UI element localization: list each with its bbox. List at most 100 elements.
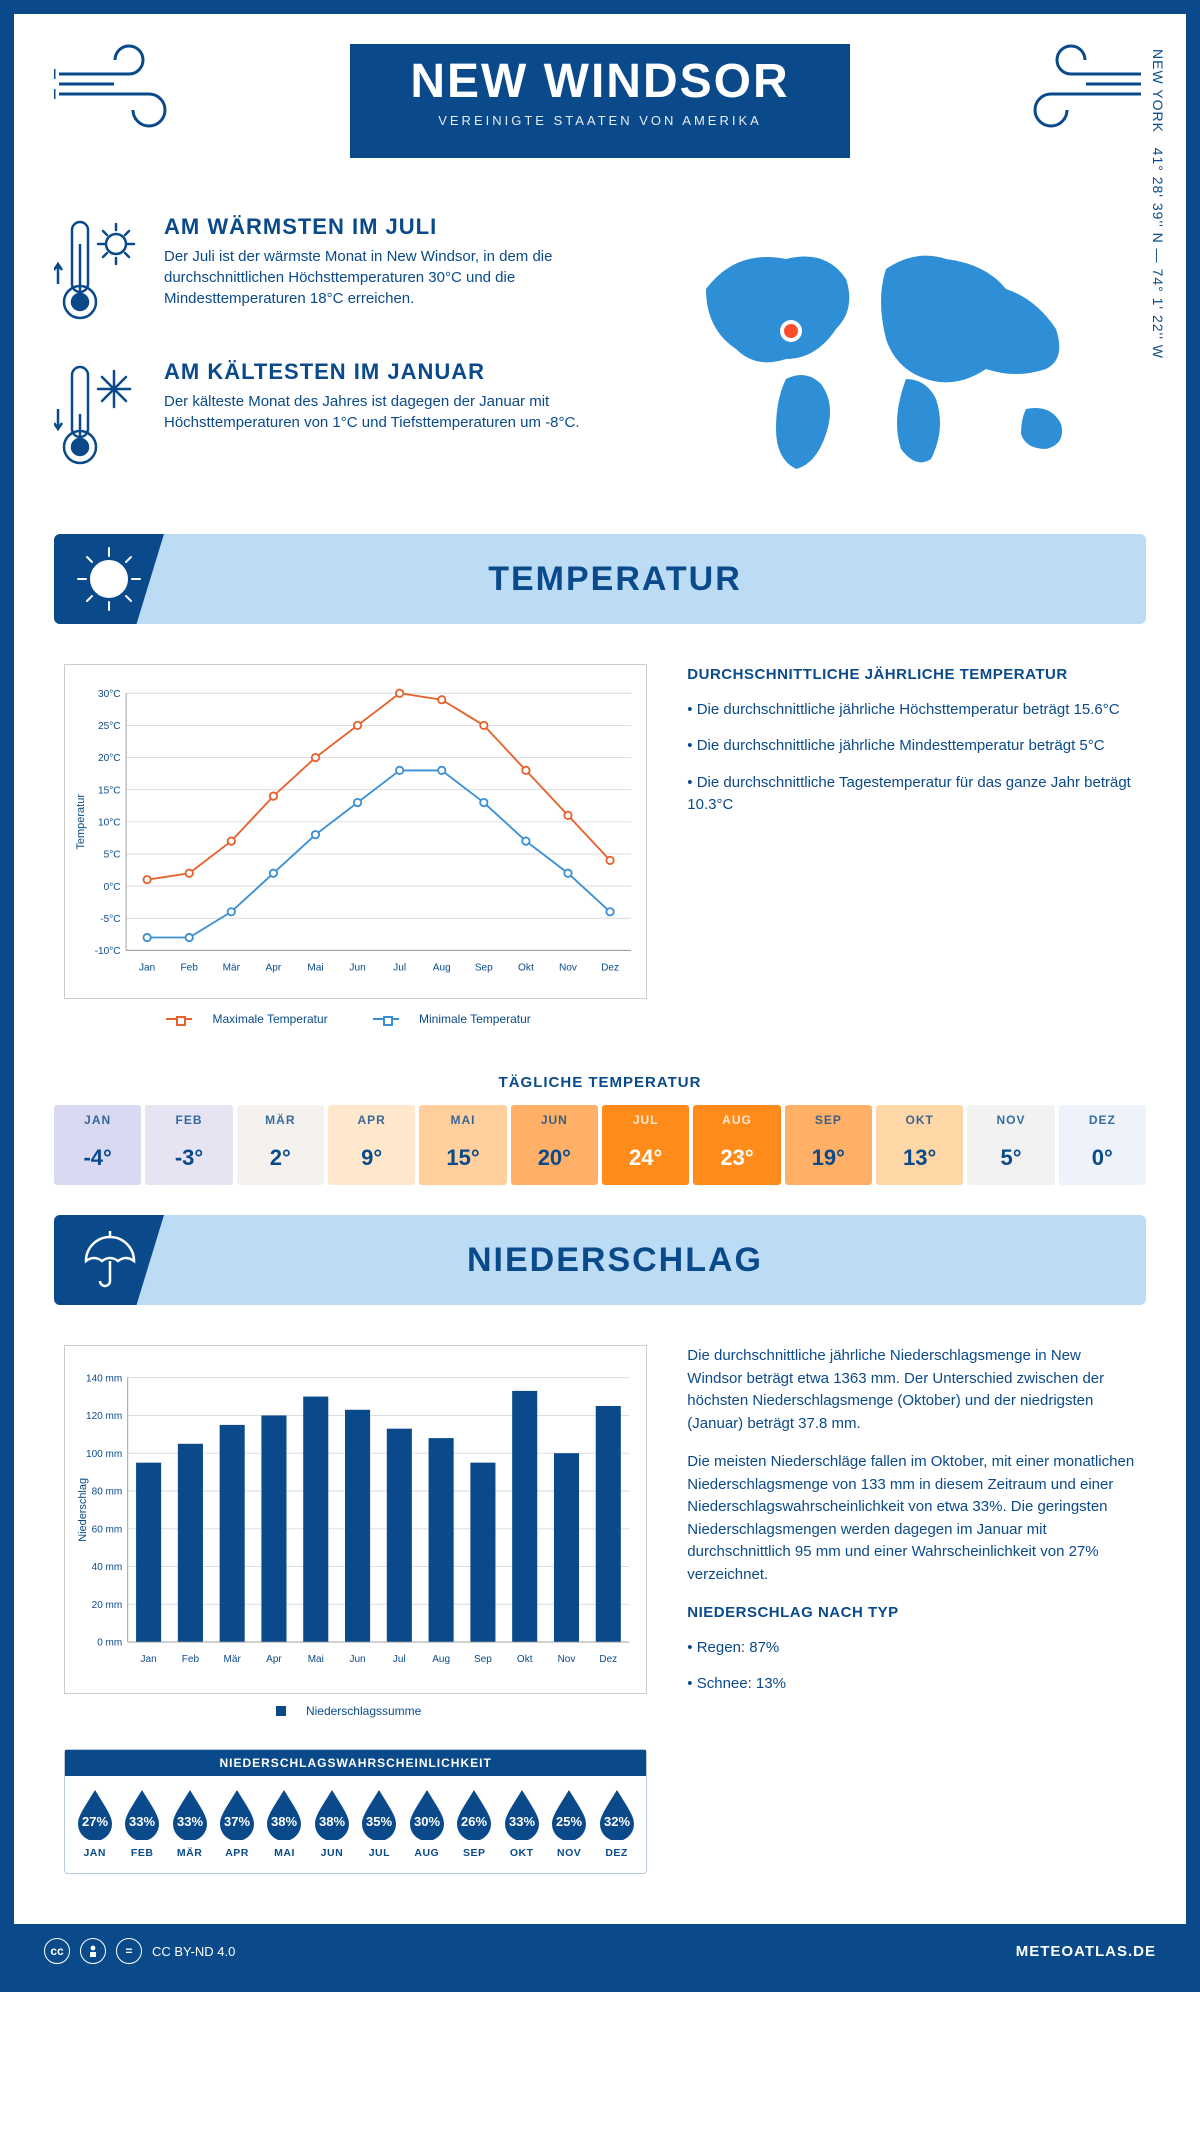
svg-text:Feb: Feb bbox=[182, 1654, 200, 1665]
svg-text:Jul: Jul bbox=[393, 963, 406, 974]
footer: cc = CC BY-ND 4.0 METEOATLAS.DE bbox=[14, 1924, 1186, 1978]
daily-temp-cell: JAN-4° bbox=[54, 1105, 141, 1185]
raindrop-icon: 25% NOV bbox=[547, 1788, 590, 1859]
cc-icon: cc bbox=[44, 1938, 70, 1964]
precip-bar-chart: 0 mm20 mm40 mm60 mm80 mm100 mm120 mm140 … bbox=[64, 1345, 647, 1694]
page-title: NEW WINDSOR bbox=[410, 54, 789, 109]
svg-text:Jun: Jun bbox=[349, 963, 365, 974]
svg-text:32%: 32% bbox=[604, 1814, 630, 1829]
svg-text:Jun: Jun bbox=[349, 1654, 365, 1665]
daily-temp-table: JAN-4°FEB-3°MÄR2°APR9°MAI15°JUN20°JUL24°… bbox=[54, 1105, 1146, 1185]
intro-section: AM WÄRMSTEN IM JULI Der Juli ist der wär… bbox=[54, 214, 1146, 504]
title-ribbon: NEW WINDSOR VEREINIGTE STAATEN VON AMERI… bbox=[350, 44, 849, 158]
svg-text:Mai: Mai bbox=[307, 963, 323, 974]
svg-text:100 mm: 100 mm bbox=[86, 1449, 122, 1460]
fact-warm-text: Der Juli ist der wärmste Monat in New Wi… bbox=[164, 246, 605, 309]
svg-text:33%: 33% bbox=[509, 1814, 535, 1829]
svg-text:Jul: Jul bbox=[393, 1654, 406, 1665]
daily-temp-cell: FEB-3° bbox=[145, 1105, 232, 1185]
daily-temp-cell: JUN20° bbox=[511, 1105, 598, 1185]
svg-text:20 mm: 20 mm bbox=[92, 1600, 123, 1611]
daily-temp-cell: JUL24° bbox=[602, 1105, 689, 1185]
svg-text:38%: 38% bbox=[319, 1814, 345, 1829]
raindrop-icon: 35% JUL bbox=[358, 1788, 401, 1859]
svg-text:25%: 25% bbox=[556, 1814, 582, 1829]
by-icon bbox=[80, 1938, 106, 1964]
svg-text:Okt: Okt bbox=[518, 963, 534, 974]
svg-text:25°C: 25°C bbox=[98, 721, 121, 732]
raindrop-icon: 38% MAI bbox=[263, 1788, 306, 1859]
temperature-line-chart: -10°C-5°C0°C5°C10°C15°C20°C25°C30°CJanFe… bbox=[64, 664, 647, 999]
wind-icon-left bbox=[54, 44, 194, 139]
fact-warm: AM WÄRMSTEN IM JULI Der Juli ist der wär… bbox=[54, 214, 605, 329]
svg-text:Aug: Aug bbox=[433, 963, 451, 974]
svg-text:40 mm: 40 mm bbox=[92, 1562, 123, 1573]
precip-type-heading: NIEDERSCHLAG NACH TYP bbox=[687, 1602, 1136, 1625]
svg-text:15°C: 15°C bbox=[98, 785, 121, 796]
svg-text:27%: 27% bbox=[82, 1814, 108, 1829]
section-head-precip: NIEDERSCHLAG bbox=[54, 1215, 1146, 1305]
svg-text:Temperatur: Temperatur bbox=[75, 794, 87, 850]
precip-summary: Die durchschnittliche jährliche Niedersc… bbox=[687, 1345, 1136, 1874]
temp-summary: DURCHSCHNITTLICHE JÄHRLICHE TEMPERATUR •… bbox=[687, 664, 1136, 1036]
source-text: METEOATLAS.DE bbox=[1016, 1943, 1156, 1960]
svg-text:Aug: Aug bbox=[432, 1654, 450, 1665]
svg-text:Mär: Mär bbox=[223, 963, 241, 974]
svg-text:120 mm: 120 mm bbox=[86, 1411, 122, 1422]
daily-temp-cell: AUG23° bbox=[693, 1105, 780, 1185]
fact-cold-title: AM KÄLTESTEN IM JANUAR bbox=[164, 359, 605, 385]
daily-temp-cell: MÄR2° bbox=[237, 1105, 324, 1185]
svg-text:33%: 33% bbox=[129, 1814, 155, 1829]
svg-text:33%: 33% bbox=[177, 1814, 203, 1829]
svg-text:Sep: Sep bbox=[474, 1654, 492, 1665]
raindrop-icon: 33% MÄR bbox=[168, 1788, 211, 1859]
svg-text:10°C: 10°C bbox=[98, 817, 121, 828]
svg-text:60 mm: 60 mm bbox=[92, 1524, 123, 1535]
fact-cold: AM KÄLTESTEN IM JANUAR Der kälteste Mona… bbox=[54, 359, 605, 474]
page-subtitle: VEREINIGTE STAATEN VON AMERIKA bbox=[410, 113, 789, 128]
svg-text:Mär: Mär bbox=[224, 1654, 242, 1665]
svg-text:35%: 35% bbox=[366, 1814, 392, 1829]
precip-legend: Niederschlagssumme bbox=[64, 1694, 647, 1729]
daily-temp-cell: NOV5° bbox=[967, 1105, 1054, 1185]
world-map: NEW YORK 41° 28' 39'' N — 74° 1' 22'' W bbox=[645, 214, 1146, 504]
section-title-temperature: TEMPERATUR bbox=[164, 560, 1146, 599]
svg-text:Apr: Apr bbox=[266, 963, 282, 974]
svg-text:Jan: Jan bbox=[139, 963, 155, 974]
license-text: CC BY-ND 4.0 bbox=[152, 1944, 235, 1959]
thermometer-snow-icon bbox=[54, 359, 144, 474]
svg-text:80 mm: 80 mm bbox=[92, 1487, 123, 1498]
svg-text:0 mm: 0 mm bbox=[97, 1638, 122, 1649]
raindrop-row: 27% JAN 33% FEB 33% MÄR 37% APR 38% MAI … bbox=[73, 1788, 638, 1859]
raindrop-icon: 38% JUN bbox=[310, 1788, 353, 1859]
sun-icon bbox=[54, 534, 164, 624]
header: NEW WINDSOR VEREINIGTE STAATEN VON AMERI… bbox=[54, 44, 1146, 204]
raindrop-icon: 33% FEB bbox=[120, 1788, 163, 1859]
svg-text:5°C: 5°C bbox=[104, 850, 121, 861]
section-head-temperature: TEMPERATUR bbox=[54, 534, 1146, 624]
raindrop-icon: 33% OKT bbox=[500, 1788, 543, 1859]
svg-text:0°C: 0°C bbox=[104, 882, 121, 893]
coords-label: NEW YORK 41° 28' 39'' N — 74° 1' 22'' W bbox=[1150, 49, 1166, 359]
thermometer-sun-icon bbox=[54, 214, 144, 329]
svg-text:Sep: Sep bbox=[475, 963, 493, 974]
svg-text:Apr: Apr bbox=[266, 1654, 282, 1665]
svg-text:Nov: Nov bbox=[559, 963, 578, 974]
nd-icon: = bbox=[116, 1938, 142, 1964]
wind-icon-right bbox=[1006, 44, 1146, 139]
fact-warm-title: AM WÄRMSTEN IM JULI bbox=[164, 214, 605, 240]
daily-temp-title: TÄGLICHE TEMPERATUR bbox=[54, 1074, 1146, 1091]
svg-text:Okt: Okt bbox=[517, 1654, 533, 1665]
svg-text:37%: 37% bbox=[224, 1814, 250, 1829]
svg-text:-10°C: -10°C bbox=[95, 946, 121, 957]
raindrop-icon: 30% AUG bbox=[405, 1788, 448, 1859]
svg-text:Nov: Nov bbox=[558, 1654, 576, 1665]
svg-text:-5°C: -5°C bbox=[100, 914, 120, 925]
svg-text:Jan: Jan bbox=[141, 1654, 157, 1665]
fact-cold-text: Der kälteste Monat des Jahres ist dagege… bbox=[164, 391, 605, 433]
daily-temp-cell: OKT13° bbox=[876, 1105, 963, 1185]
raindrop-icon: 37% APR bbox=[215, 1788, 258, 1859]
daily-temp-cell: APR9° bbox=[328, 1105, 415, 1185]
daily-temp-cell: MAI15° bbox=[419, 1105, 506, 1185]
raindrop-icon: 26% SEP bbox=[453, 1788, 496, 1859]
